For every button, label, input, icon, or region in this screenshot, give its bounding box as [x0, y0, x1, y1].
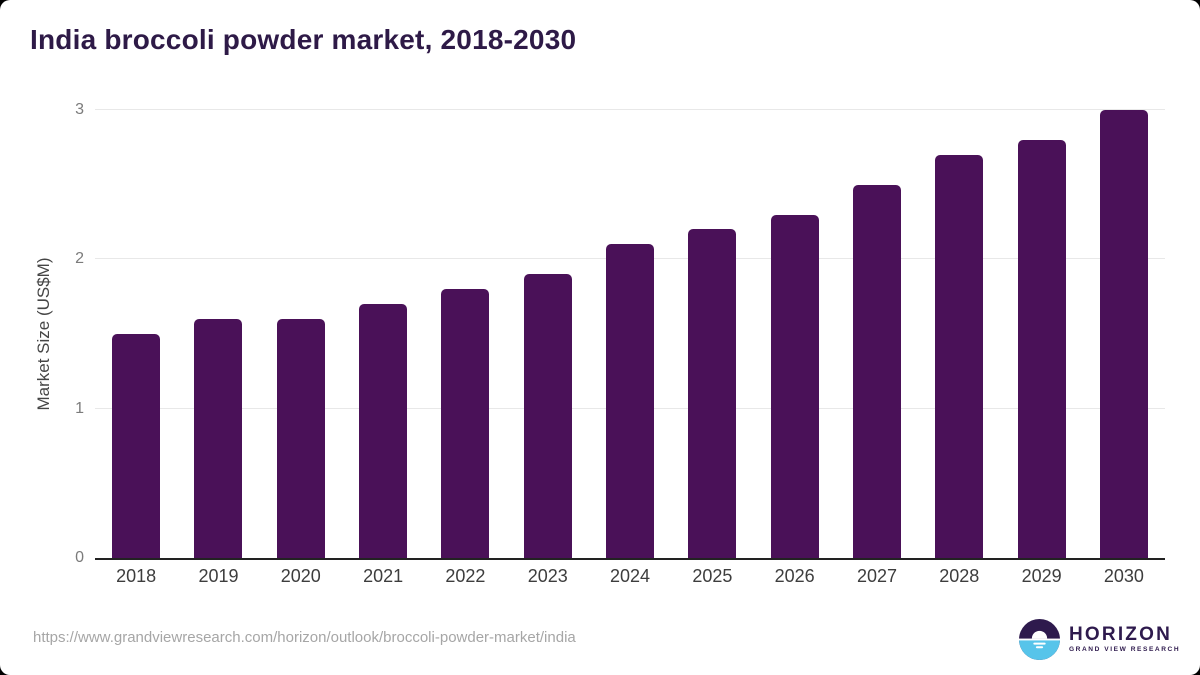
x-tick-label-2028: 2028 [939, 566, 980, 586]
bar-slot-2021 [342, 110, 424, 558]
bar-2024[interactable] [606, 244, 655, 558]
x-tick-label-2024: 2024 [610, 566, 651, 586]
x-tick-label-2025: 2025 [692, 566, 733, 586]
horizon-logo-link[interactable]: HORIZON GRAND VIEW RESEARCH [1019, 619, 1180, 660]
x-tick-label-2023: 2023 [527, 566, 568, 586]
horizon-logo-text: HORIZON GRAND VIEW RESEARCH [1069, 625, 1180, 654]
y-tick-label-0: 0 [75, 549, 84, 566]
bar-2025[interactable] [688, 229, 737, 558]
x-tick-label-2022: 2022 [445, 566, 486, 586]
bar-slot-2027 [836, 110, 918, 558]
horizon-logo-brand: HORIZON [1069, 624, 1173, 646]
bar-slot-2030 [1083, 110, 1165, 558]
bar-2027[interactable] [852, 184, 901, 558]
plot-area [95, 109, 1165, 560]
bar-2020[interactable] [276, 319, 325, 558]
bar-slot-2020 [260, 110, 342, 558]
x-tick-label-2020: 2020 [280, 566, 321, 586]
bar-2023[interactable] [523, 274, 572, 558]
x-tick-label-2018: 2018 [116, 566, 157, 586]
x-tick-label-2029: 2029 [1021, 566, 1062, 586]
bar-slot-2018 [95, 110, 177, 558]
bar-2018[interactable] [112, 334, 161, 558]
bar-slot-2019 [177, 110, 259, 558]
chart-title: India broccoli powder market, 2018-2030 [30, 24, 577, 55]
source-url: https://www.grandviewresearch.com/horizo… [33, 629, 576, 646]
bar-2026[interactable] [770, 214, 819, 558]
bar-2028[interactable] [935, 154, 984, 558]
y-tick-label-1: 1 [75, 399, 84, 417]
bar-slot-2022 [424, 110, 506, 558]
bar-slot-2025 [671, 110, 753, 558]
bars [95, 110, 1165, 558]
x-axis-labels: 2018 2019 2020 2021 2022 2023 2024 2025 2026 2027… [95, 566, 1165, 587]
bar-slot-2026 [754, 110, 836, 558]
bar-slot-2029 [1000, 110, 1082, 558]
x-tick-label-2026: 2026 [774, 566, 815, 586]
bar-2021[interactable] [359, 304, 408, 558]
gridline-3 [95, 109, 1165, 110]
horizon-logo-icon [1019, 619, 1060, 660]
x-tick-label-2019: 2019 [198, 566, 239, 586]
y-tick-label-2: 2 [75, 250, 84, 268]
bar-slot-2023 [507, 110, 589, 558]
bar-2029[interactable] [1017, 139, 1066, 558]
horizon-logo-subbrand: GRAND VIEW RESEARCH [1069, 646, 1181, 654]
x-tick-label-2021: 2021 [363, 566, 404, 586]
bar-2022[interactable] [441, 289, 490, 558]
x-tick-label-2030: 2030 [1103, 566, 1144, 586]
bar-slot-2028 [918, 110, 1000, 558]
y-axis-ticks: 0 1 2 3 [40, 102, 84, 566]
x-tick-label-2027: 2027 [856, 566, 897, 586]
bar-slot-2024 [589, 110, 671, 558]
bar-2019[interactable] [194, 319, 243, 558]
bar-2030[interactable] [1099, 110, 1148, 558]
y-tick-label-3: 3 [75, 101, 84, 118]
